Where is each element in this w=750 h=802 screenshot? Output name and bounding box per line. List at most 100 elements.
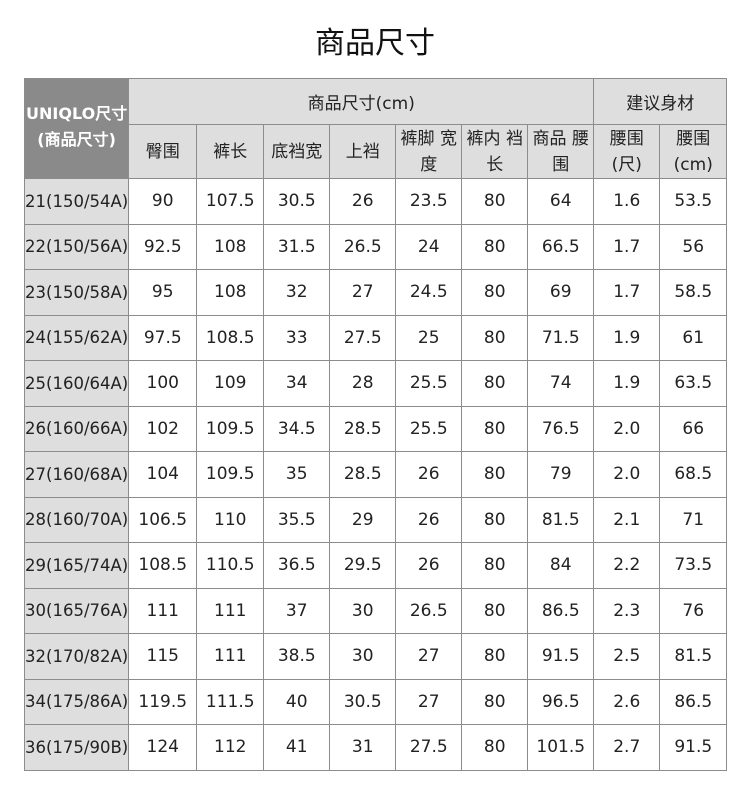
value-cell: 24: [395, 223, 463, 270]
value-cell: 26.5: [395, 587, 463, 634]
column-header: 臀围: [128, 124, 198, 179]
value-cell: 28.5: [329, 405, 397, 452]
column-header: 腰围 (尺): [593, 124, 661, 179]
page-title: 商品尺寸: [315, 26, 435, 61]
table-row: 36(175/90B) 124 112 41 31 27.5 80 101.5 2.7 91.5: [23, 724, 728, 771]
column-header: 上裆: [329, 124, 397, 179]
value-cell: 80: [461, 223, 529, 270]
column-header: 裤脚 宽度: [395, 124, 463, 179]
size-label-cell: 26(160/66A): [23, 405, 130, 452]
value-cell: 84: [527, 542, 595, 589]
value-cell: 2.7: [593, 724, 661, 771]
value-cell: 2.0: [593, 451, 661, 498]
value-cell: 80: [461, 269, 529, 316]
value-cell: 92.5: [128, 223, 198, 270]
column-header: 底裆宽: [263, 124, 331, 179]
value-cell: 34: [263, 360, 331, 407]
value-cell: 1.7: [593, 269, 661, 316]
value-cell: 66: [659, 405, 728, 452]
value-cell: 38.5: [263, 633, 331, 680]
group-header-body: 建议身材: [593, 78, 728, 125]
value-cell: 1.9: [593, 360, 661, 407]
value-cell: 104: [128, 451, 198, 498]
value-cell: 28: [329, 360, 397, 407]
value-cell: 86.5: [527, 587, 595, 634]
value-cell: 26: [395, 496, 463, 543]
value-cell: 2.0: [593, 405, 661, 452]
table-row: 24(155/62A) 97.5 108.5 33 27.5 25 80 71.5 1.9 61: [23, 314, 728, 361]
value-cell: 91.5: [527, 633, 595, 680]
value-cell: 63.5: [659, 360, 728, 407]
value-cell: 33: [263, 314, 331, 361]
size-table: UNIQLO尺寸 (商品尺寸) 商品尺寸(cm) 建议身材 臀围 裤长 底裆宽 上裆裤…: [23, 78, 728, 771]
value-cell: 2.3: [593, 587, 661, 634]
value-cell: 28.5: [329, 451, 397, 498]
table-row: 30(165/76A) 111 111 37 30 26.5 80 86.5 2.3 76: [23, 587, 728, 634]
value-cell: 29.5: [329, 542, 397, 589]
value-cell: 107.5: [196, 178, 265, 225]
table-row: 22(150/56A) 92.5 108 31.5 26.5 24 80 66.5 1.7 56: [23, 223, 728, 270]
value-cell: 1.6: [593, 178, 661, 225]
value-cell: 71.5: [527, 314, 595, 361]
table-row: 21(150/54A) 90 107.5 30.5 26 23.5 80 64 1.6 53.5: [23, 178, 728, 225]
value-cell: 26: [395, 542, 463, 589]
value-cell: 2.6: [593, 678, 661, 725]
value-cell: 25.5: [395, 405, 463, 452]
value-cell: 2.5: [593, 633, 661, 680]
value-cell: 111: [196, 587, 265, 634]
value-cell: 69: [527, 269, 595, 316]
table-row: 26(160/66A) 102 109.5 34.5 28.5 25.5 80 76.5 2.0…: [23, 405, 728, 452]
size-label-cell: 27(160/68A): [23, 451, 130, 498]
column-header: 商品 腰围: [527, 124, 595, 179]
group-header-product: 商品尺寸(cm): [128, 78, 595, 125]
corner-header: UNIQLO尺寸 (商品尺寸): [23, 78, 130, 179]
value-cell: 80: [461, 678, 529, 725]
value-cell: 111.5: [196, 678, 265, 725]
value-cell: 32: [263, 269, 331, 316]
value-cell: 101.5: [527, 724, 595, 771]
value-cell: 27: [329, 269, 397, 316]
table-row: 32(170/82A) 115 111 38.5 30 27 80 91.5 2.5 81.5: [23, 633, 728, 680]
value-cell: 81.5: [659, 633, 728, 680]
table-row: 29(165/74A) 108.5 110.5 36.5 29.5 26 80 84 2.2 73…: [23, 542, 728, 589]
value-cell: 26: [329, 178, 397, 225]
value-cell: 109.5: [196, 451, 265, 498]
value-cell: 80: [461, 360, 529, 407]
value-cell: 108.5: [196, 314, 265, 361]
value-cell: 35: [263, 451, 331, 498]
size-label-cell: 21(150/54A): [23, 178, 130, 225]
value-cell: 91.5: [659, 724, 728, 771]
value-cell: 64: [527, 178, 595, 225]
value-cell: 58.5: [659, 269, 728, 316]
value-cell: 41: [263, 724, 331, 771]
value-cell: 26: [395, 451, 463, 498]
value-cell: 29: [329, 496, 397, 543]
column-header: 裤长: [196, 124, 265, 179]
table-row: 27(160/68A) 104 109.5 35 28.5 26 80 79 2.0 68.5: [23, 451, 728, 498]
value-cell: 27.5: [395, 724, 463, 771]
value-cell: 110.5: [196, 542, 265, 589]
size-label-cell: 24(155/62A): [23, 314, 130, 361]
value-cell: 115: [128, 633, 198, 680]
size-label-cell: 22(150/56A): [23, 223, 130, 270]
value-cell: 95: [128, 269, 198, 316]
size-label-cell: 23(150/58A): [23, 269, 130, 316]
value-cell: 1.7: [593, 223, 661, 270]
value-cell: 66.5: [527, 223, 595, 270]
value-cell: 31.5: [263, 223, 331, 270]
value-cell: 53.5: [659, 178, 728, 225]
size-label-cell: 25(160/64A): [23, 360, 130, 407]
table-row: 34(175/86A) 119.5 111.5 40 30.5 27 80 96.5 2.6 86…: [23, 678, 728, 725]
value-cell: 108: [196, 269, 265, 316]
value-cell: 76.5: [527, 405, 595, 452]
value-cell: 74: [527, 360, 595, 407]
value-cell: 2.2: [593, 542, 661, 589]
size-label-cell: 36(175/90B): [23, 724, 130, 771]
value-cell: 109: [196, 360, 265, 407]
value-cell: 23.5: [395, 178, 463, 225]
value-cell: 25: [395, 314, 463, 361]
value-cell: 76: [659, 587, 728, 634]
value-cell: 30.5: [263, 178, 331, 225]
value-cell: 108.5: [128, 542, 198, 589]
value-cell: 37: [263, 587, 331, 634]
